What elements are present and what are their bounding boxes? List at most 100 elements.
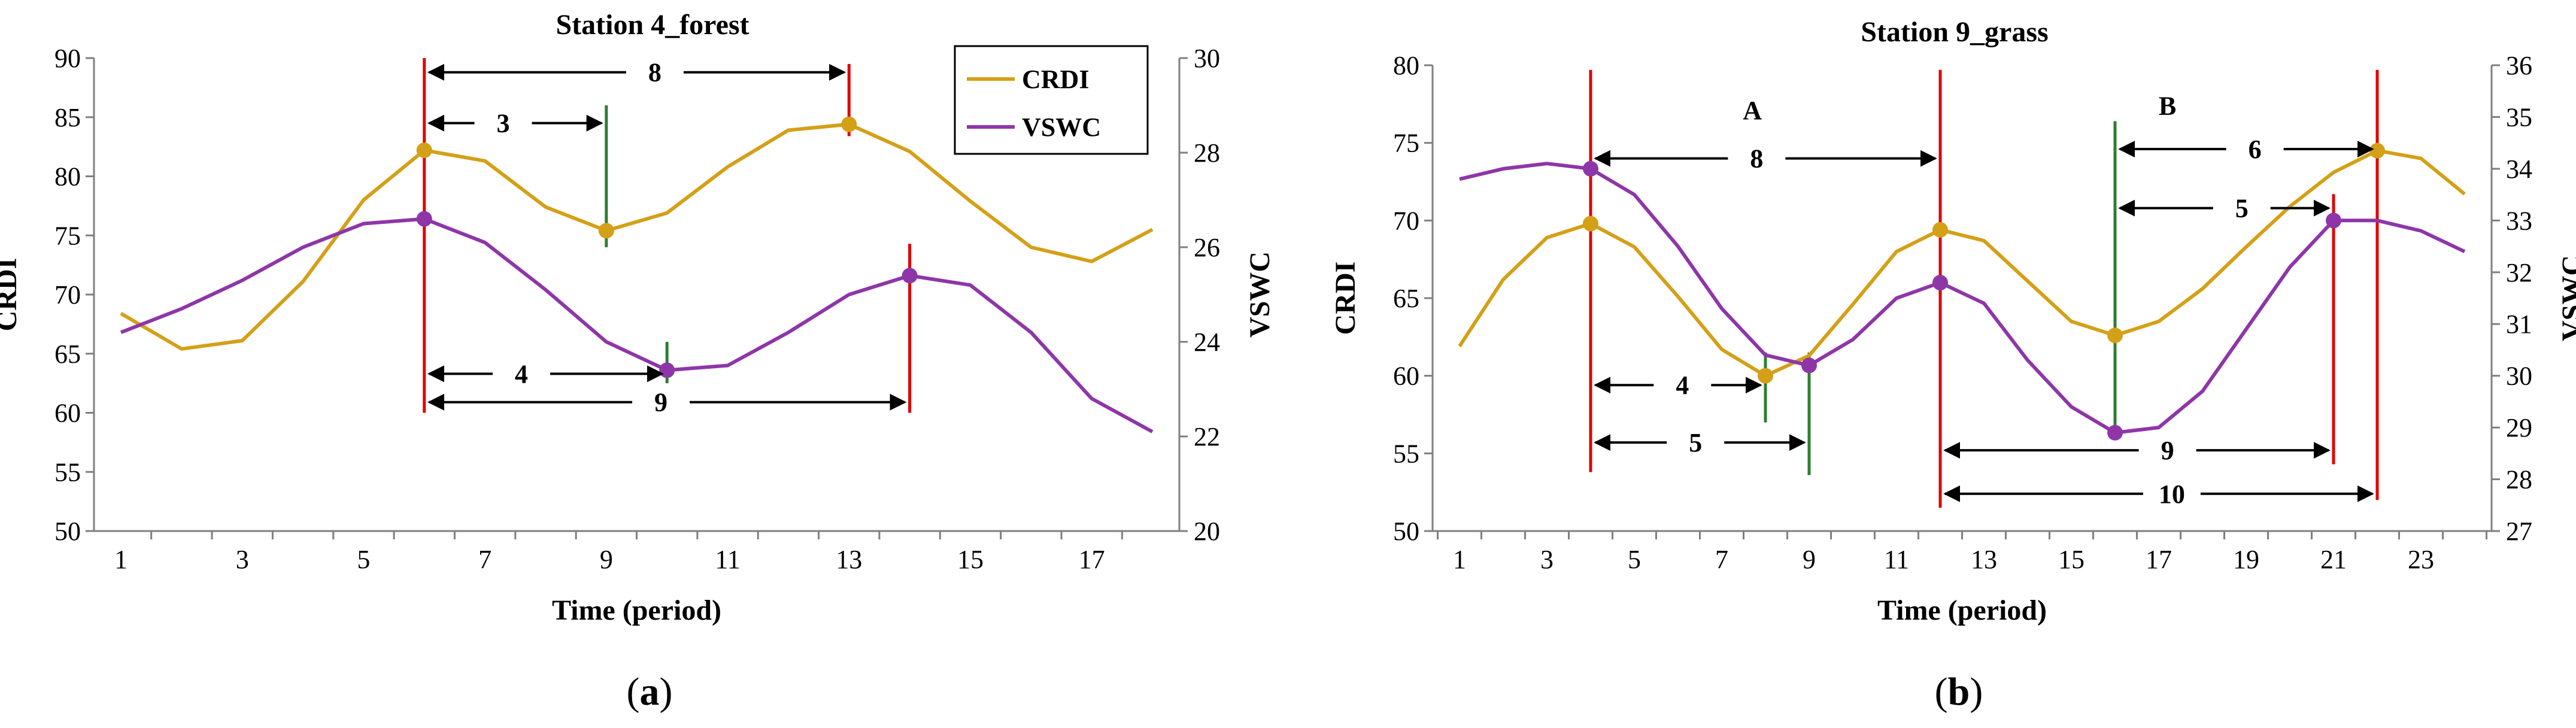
chart-b-left-tick-label: 70 — [1393, 206, 1419, 235]
chart-a-x-tick-label: 5 — [357, 545, 370, 574]
chart-a-left-tick-label: 65 — [54, 339, 81, 369]
chart-a-point-crdi — [598, 223, 614, 239]
chart-a-point-vswc — [659, 362, 675, 378]
chart-b-left-tick-label: 75 — [1393, 129, 1419, 158]
chart-a-x-axis-label: Time (period) — [552, 594, 721, 626]
chart-a-right-tick-label: 22 — [1194, 422, 1220, 451]
chart-b-point-crdi — [1932, 222, 1948, 238]
chart-b-right-tick-label: 33 — [2506, 206, 2532, 235]
chart-b-left-tick-label: 55 — [1393, 439, 1419, 468]
chart-a-left-tick-label: 60 — [54, 399, 81, 428]
chart-a-left-tick-label: 85 — [54, 103, 81, 132]
chart-a-left-tick-label: 75 — [54, 221, 81, 250]
chart-a-group: Station 4_forest505560657075808590202224… — [0, 9, 1276, 714]
chart-b-x-tick-label: 7 — [1715, 545, 1728, 574]
chart-a-x-tick-label: 17 — [1079, 545, 1105, 574]
chart-a-left-tick-label: 50 — [54, 517, 81, 546]
chart-b-title: Station 9_grass — [1861, 16, 2048, 48]
chart-b-right-tick-label: 29 — [2506, 413, 2532, 442]
chart-b-x-tick-label: 19 — [2233, 545, 2259, 574]
chart-b-interval-label: 10 — [2159, 480, 2185, 509]
chart-a-interval-label: 3 — [497, 109, 510, 138]
chart-a-series-vswc-line — [120, 217, 1154, 433]
chart-a-right-tick-label: 20 — [1194, 517, 1220, 546]
chart-a-series-crdi-line — [120, 122, 1154, 351]
chart-a-x-tick-label: 11 — [715, 545, 740, 574]
chart-a-point-vswc — [902, 268, 918, 284]
chart-b-interval-label: 5 — [1689, 428, 1702, 457]
chart-a-panel-label-part: ( — [627, 670, 640, 714]
chart-b-panel-label: (b) — [1935, 670, 1983, 714]
chart-a-left-tick-label: 90 — [54, 44, 81, 73]
chart-b-series-vswc-line — [1459, 162, 2466, 435]
chart-a-left-tick-label: 70 — [54, 280, 81, 310]
chart-a-panel-label-part: ) — [660, 670, 673, 714]
chart-a-x-tick-label: 9 — [600, 545, 613, 574]
chart-b-point-vswc — [1801, 357, 1817, 374]
chart-a-left-tick-label: 55 — [54, 457, 81, 487]
chart-a-x-tick-label: 15 — [957, 545, 984, 574]
chart-b-point-crdi — [1583, 216, 1598, 232]
chart-b-point-vswc — [2107, 424, 2123, 441]
chart-b-group: Station 9_grass5055606570758027282930313… — [1330, 16, 2576, 714]
chart-b-left-tick-label: 60 — [1393, 362, 1419, 391]
chart-b-interval-label: 6 — [2249, 135, 2262, 164]
chart-b-y-axis-label-right: VSWC — [2556, 255, 2576, 341]
chart-b-interval-label: 8 — [1750, 144, 1763, 174]
chart-b-point-vswc — [2326, 213, 2341, 229]
chart-b-region-label: B — [2159, 91, 2176, 120]
chart-b-x-tick-label: 1 — [1453, 545, 1466, 574]
chart-a-point-crdi — [841, 116, 857, 132]
chart-b-interval-label: 9 — [2161, 436, 2174, 465]
chart-a-right-tick-label: 26 — [1194, 233, 1220, 262]
chart-a-y-axis-label-right: VSWC — [1244, 251, 1276, 338]
chart-a-left-tick-label: 80 — [54, 162, 81, 192]
chart-a-legend-label-crdi: CRDI — [1022, 65, 1089, 94]
chart-b-x-tick-label: 21 — [2320, 545, 2347, 574]
chart-b-right-tick-label: 35 — [2506, 102, 2532, 132]
chart-a-legend: CRDI VSWC — [954, 45, 1149, 155]
chart-b-panel-label-part: ) — [1970, 670, 1983, 714]
chart-b-x-tick-label: 23 — [2408, 545, 2434, 574]
chart-b-right-tick-label: 36 — [2506, 51, 2532, 80]
chart-b-right-tick-label: 31 — [2506, 310, 2532, 339]
chart-b-series-crdi-line — [1458, 148, 2466, 378]
chart-b-x-tick-label: 13 — [1971, 545, 1997, 574]
chart-a-interval-label: 4 — [515, 359, 528, 389]
chart-b-left-tick-label: 65 — [1393, 284, 1419, 313]
chart-b-point-crdi — [2107, 327, 2123, 344]
chart-a-y-axis-label-left: CRDI — [0, 258, 23, 332]
chart-a-point-crdi — [416, 142, 432, 159]
chart-b-right-tick-label: 34 — [2506, 154, 2532, 184]
chart-b-x-tick-label: 5 — [1628, 545, 1641, 574]
chart-a-right-tick-label: 30 — [1194, 44, 1220, 73]
chart-b-right-tick-label: 28 — [2506, 465, 2532, 495]
chart-a-right-tick-label: 24 — [1194, 327, 1220, 357]
chart-b-interval-label: 4 — [1676, 371, 1689, 400]
chart-b-x-tick-label: 17 — [2146, 545, 2172, 574]
chart-a-panel-label: (a) — [627, 670, 673, 714]
chart-b-point-vswc — [1932, 275, 1948, 291]
chart-b-left-tick-label: 50 — [1393, 517, 1419, 546]
chart-a-x-tick-label: 1 — [114, 545, 128, 574]
chart-a-interval-label: 9 — [654, 388, 667, 417]
chart-b-region-label: A — [1743, 96, 1762, 125]
chart-b-y-axis-label-left: CRDI — [1330, 262, 1361, 335]
chart-a-x-tick-label: 7 — [478, 545, 491, 574]
chart-a-point-vswc — [416, 211, 432, 227]
chart-b-panel-label-part: ( — [1935, 670, 1948, 714]
chart-a-x-tick-label: 13 — [836, 545, 862, 574]
chart-b-x-axis-label: Time (period) — [1877, 594, 2047, 626]
chart-b-x-tick-label: 3 — [1540, 545, 1554, 574]
chart-b-interval-label: 5 — [2235, 194, 2249, 223]
chart-b-panel-label-part: b — [1948, 670, 1970, 714]
chart-b-left-tick-label: 80 — [1393, 51, 1419, 80]
chart-a-right-tick-label: 28 — [1194, 138, 1220, 168]
chart-b-x-tick-label: 9 — [1803, 545, 1816, 574]
chart-a-x-tick-label: 3 — [236, 545, 249, 574]
chart-a-panel-label-part: a — [640, 670, 660, 714]
chart-b-x-tick-label: 11 — [1884, 545, 1909, 574]
chart-a-legend-label-vswc: VSWC — [1022, 113, 1101, 142]
chart-a-title: Station 4_forest — [556, 9, 749, 41]
